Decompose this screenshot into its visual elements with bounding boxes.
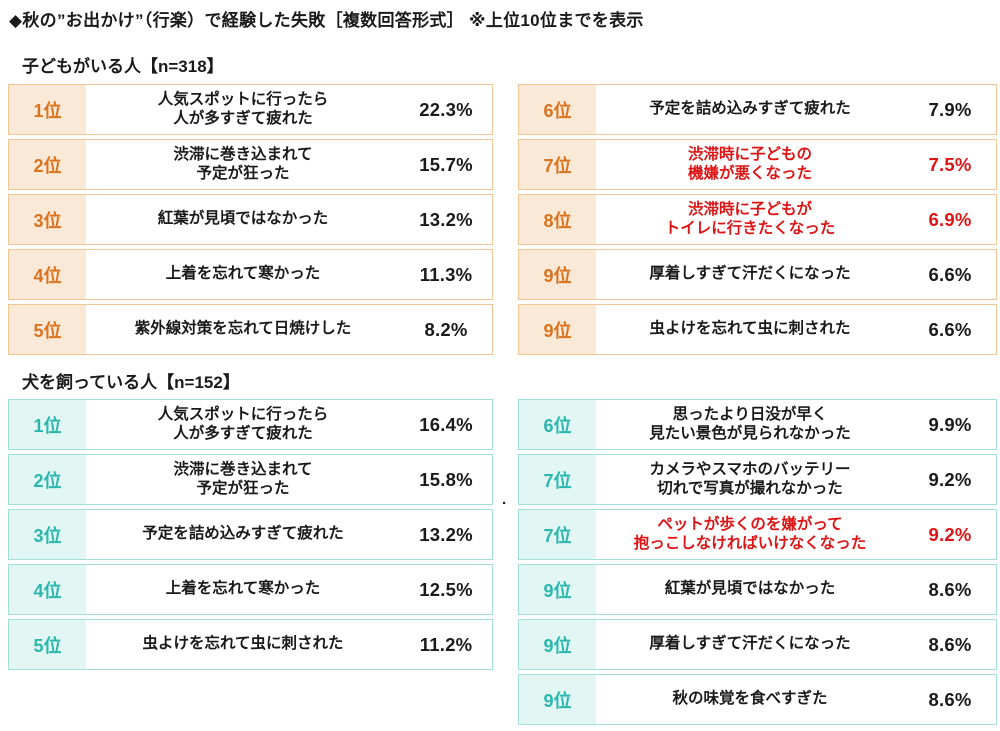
percentage-value: 12.5% (419, 578, 473, 600)
table-row: 9位 厚着しすぎて汗だくになった 6.6% (518, 249, 997, 300)
percentage-value: 8.6% (928, 633, 972, 655)
rank-cell: 9位 (519, 305, 596, 354)
item-label: ペットが歩くのを嫌がって 抱っこしなければいけなくなった (633, 516, 867, 552)
percentage-value: 6.6% (928, 318, 972, 340)
item-label: 虫よけを忘れて虫に刺された (649, 320, 851, 338)
rank-cell: 4位 (9, 250, 86, 299)
rank-cell: 9位 (519, 675, 596, 724)
percentage-value: 7.9% (928, 98, 972, 120)
table-row: 5位 虫よけを忘れて虫に刺された 11.2% (8, 619, 493, 670)
section-header-dog-owners: 犬を飼っている人【n=152】 (22, 373, 240, 392)
table-row: 6位 予定を詰め込みすぎて疲れた 7.9% (518, 84, 997, 135)
rank-cell: 7位 (519, 510, 596, 559)
item-label: 思ったより日没が早く 見たい景色が見られなかった (649, 406, 851, 442)
table-row: 9位 秋の味覚を食べすぎた 8.6% (518, 674, 997, 725)
percentage-value: 15.7% (419, 153, 473, 175)
rank-cell: 9位 (519, 620, 596, 669)
item-label: 渋滞に巻き込まれて 予定が狂った (173, 461, 313, 497)
item-label: 渋滞時に子どもが トイレに行きたくなった (664, 201, 836, 237)
percentage-value: 16.4% (419, 413, 473, 435)
table-row: 3位 予定を詰め込みすぎて疲れた 13.2% (8, 509, 493, 560)
percentage-value: 8.2% (424, 318, 468, 340)
ranking-table-children-1-5: 1位 人気スポットに行ったら 人が多すぎて疲れた 22.3% 2位 渋滞に巻き込まれて … (8, 84, 493, 355)
stray-dot: . (502, 491, 507, 508)
table-row: 4位 上着を忘れて寒かった 11.3% (8, 249, 493, 300)
table-row: 2位 渋滞に巻き込まれて 予定が狂った 15.8% (8, 454, 493, 505)
percentage-value: 13.2% (419, 523, 473, 545)
table-row: 7位 渋滞時に子どもの 機嫌が悪くなった 7.5% (518, 139, 997, 190)
rank-cell: 2位 (9, 140, 86, 189)
item-label: 厚着しすぎて汗だくになった (649, 265, 851, 283)
percentage-value: 15.8% (419, 468, 473, 490)
percentage-value: 6.6% (928, 263, 972, 285)
table-row: 9位 厚着しすぎて汗だくになった 8.6% (518, 619, 997, 670)
item-label: 紅葉が見頃ではなかった (157, 210, 329, 228)
table-row: 3位 紅葉が見頃ではなかった 13.2% (8, 194, 493, 245)
percentage-value: 11.3% (419, 263, 473, 285)
percentage-value: 7.5% (928, 153, 972, 175)
table-row: 7位 カメラやスマホのバッテリー 切れで写真が撮れなかった 9.2% (518, 454, 997, 505)
percentage-value: 9.9% (928, 413, 972, 435)
table-row: 9位 紅葉が見頃ではなかった 8.6% (518, 564, 997, 615)
rank-cell: 4位 (9, 565, 86, 614)
percentage-value: 22.3% (419, 98, 473, 120)
rank-cell: 7位 (519, 455, 596, 504)
percentage-value: 9.2% (928, 468, 972, 490)
percentage-value: 8.6% (928, 688, 972, 710)
item-label: 人気スポットに行ったら 人が多すぎて疲れた (157, 406, 329, 442)
rank-cell: 9位 (519, 565, 596, 614)
item-label: 渋滞に巻き込まれて 予定が狂った (173, 146, 313, 182)
rank-cell: 1位 (9, 85, 86, 134)
page-title: ◆秋の”お出かけ”（行楽）で経験した失敗［複数回答形式］ ※上位10位までを表示 (9, 11, 644, 30)
rank-cell: 5位 (9, 305, 86, 354)
item-label: 虫よけを忘れて虫に刺された (142, 635, 344, 653)
rank-cell: 8位 (519, 195, 596, 244)
table-row: 6位 思ったより日没が早く 見たい景色が見られなかった 9.9% (518, 399, 997, 450)
item-label: 紅葉が見頃ではなかった (664, 580, 836, 598)
percentage-value: 6.9% (928, 208, 972, 230)
item-label: カメラやスマホのバッテリー 切れで写真が撮れなかった (649, 461, 851, 497)
item-label: 予定を詰め込みすぎて疲れた (649, 100, 851, 118)
table-row: 1位 人気スポットに行ったら 人が多すぎて疲れた 22.3% (8, 84, 493, 135)
rank-cell: 5位 (9, 620, 86, 669)
rank-cell: 3位 (9, 510, 86, 559)
item-label: 上着を忘れて寒かった (165, 580, 321, 598)
table-row: 7位 ペットが歩くのを嫌がって 抱っこしなければいけなくなった 9.2% (518, 509, 997, 560)
rank-cell: 9位 (519, 250, 596, 299)
item-label: 厚着しすぎて汗だくになった (649, 635, 851, 653)
percentage-value: 9.2% (928, 523, 972, 545)
item-label: 紫外線対策を忘れて日焼けした (134, 320, 352, 338)
percentage-value: 8.6% (928, 578, 972, 600)
rank-cell: 6位 (519, 400, 596, 449)
section-header-children: 子どもがいる人【n=318】 (22, 57, 224, 76)
ranking-table-children-6-10: 6位 予定を詰め込みすぎて疲れた 7.9% 7位 渋滞時に子どもの 機嫌が悪くなった 7.… (518, 84, 997, 355)
rank-cell: 3位 (9, 195, 86, 244)
rank-cell: 6位 (519, 85, 596, 134)
table-row: 1位 人気スポットに行ったら 人が多すぎて疲れた 16.4% (8, 399, 493, 450)
table-row: 4位 上着を忘れて寒かった 12.5% (8, 564, 493, 615)
percentage-value: 13.2% (419, 208, 473, 230)
ranking-table-dog-owners-1-5: 1位 人気スポットに行ったら 人が多すぎて疲れた 16.4% 2位 渋滞に巻き込まれて … (8, 399, 493, 670)
rank-cell: 2位 (9, 455, 86, 504)
item-label: 人気スポットに行ったら 人が多すぎて疲れた (157, 91, 329, 127)
ranking-table-dog-owners-6-10: 6位 思ったより日没が早く 見たい景色が見られなかった 9.9% 7位 カメラやスマホの… (518, 399, 997, 725)
percentage-value: 11.2% (419, 633, 473, 655)
table-row: 9位 虫よけを忘れて虫に刺された 6.6% (518, 304, 997, 355)
rank-cell: 7位 (519, 140, 596, 189)
item-label: 渋滞時に子どもの 機嫌が悪くなった (687, 146, 812, 182)
item-label: 上着を忘れて寒かった (165, 265, 321, 283)
item-label: 予定を詰め込みすぎて疲れた (142, 525, 344, 543)
rank-cell: 1位 (9, 400, 86, 449)
table-row: 8位 渋滞時に子どもが トイレに行きたくなった 6.9% (518, 194, 997, 245)
item-label: 秋の味覚を食べすぎた (672, 690, 828, 708)
table-row: 5位 紫外線対策を忘れて日焼けした 8.2% (8, 304, 493, 355)
table-row: 2位 渋滞に巻き込まれて 予定が狂った 15.7% (8, 139, 493, 190)
